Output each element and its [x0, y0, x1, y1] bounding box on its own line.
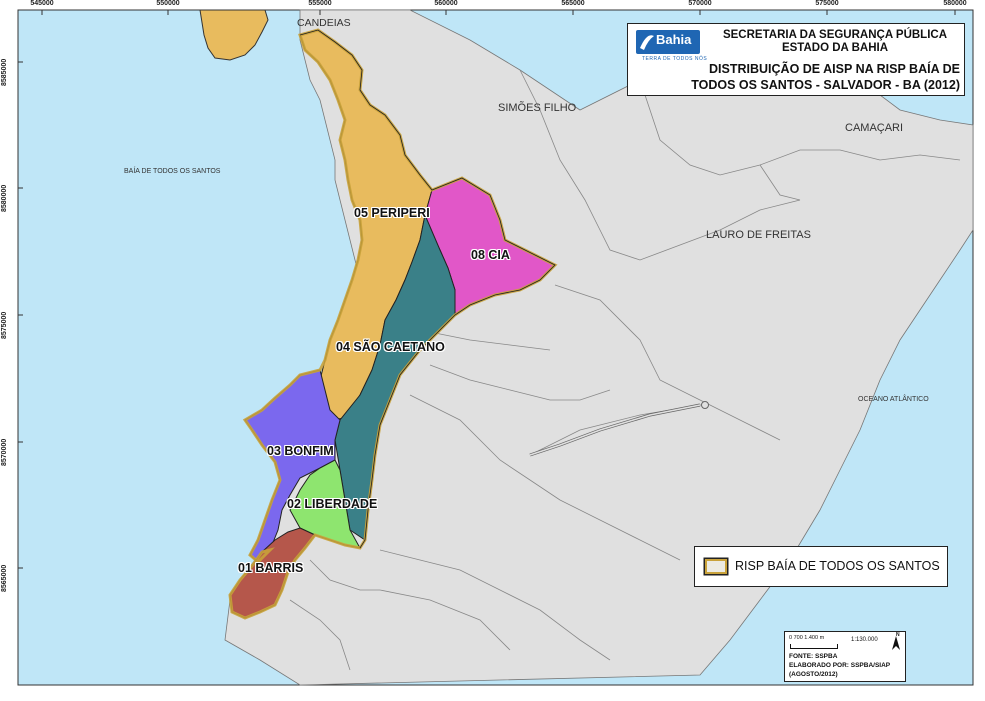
- coord-x-560000: 560000: [434, 0, 458, 7]
- risp-regions: [228, 28, 558, 620]
- aisp-label-03[interactable]: 03 BONFIM: [267, 444, 334, 458]
- aisp-label-04[interactable]: 04 SÃO CAETANO: [336, 340, 445, 354]
- aisp-label-05[interactable]: 05 PERIPERI: [354, 206, 430, 220]
- coord-y-8570000: 8570000: [1, 438, 8, 466]
- legend-label: RISP BAÍA DE TODOS OS SANTOS: [735, 559, 940, 573]
- source-text: FONTE: SSPBA: [789, 653, 838, 660]
- map-title-line1: DISTRIBUIÇÃO DE AISP NA RISP BAÍA DE: [709, 62, 960, 76]
- info-box: 0 700 1.400 m 1:130.000 N FONTE: SSPBA E…: [784, 631, 906, 682]
- coord-y-8565000: 8565000: [1, 564, 8, 592]
- coord-y-8585000: 8585000: [1, 58, 8, 86]
- place-oceano: OCEANO ATLÂNTICO: [858, 396, 929, 403]
- legend-swatch: [705, 559, 727, 574]
- frame-ticks: [18, 10, 956, 569]
- coord-x-545000: 545000: [30, 0, 54, 7]
- aisp-label-02[interactable]: 02 LIBERDADE: [287, 497, 378, 511]
- title-box: Bahia TERRA DE TODOS NÓS SECRETARIA DA S…: [627, 23, 965, 96]
- bahia-logo: Bahia TERRA DE TODOS NÓS: [636, 30, 707, 64]
- aisp-label-08[interactable]: 08 CIA: [471, 248, 510, 262]
- place-simoes-filho: SIMÕES FILHO: [498, 102, 577, 114]
- north-label: N: [896, 632, 900, 638]
- coord-x-555000: 555000: [308, 0, 332, 7]
- coord-y-8575000: 8575000: [1, 311, 8, 339]
- island-north: [199, 9, 269, 61]
- map-title-line2: TODOS OS SANTOS - SALVADOR - BA (2012): [691, 78, 960, 92]
- org-state: ESTADO DA BAHIA: [781, 42, 889, 54]
- org-name: SECRETARIA DA SEGURANÇA PÚBLICA: [722, 29, 948, 41]
- logo-text: Bahia: [656, 32, 692, 47]
- logo-wave-icon: [640, 35, 654, 50]
- logo-subtext: TERRA DE TODOS NÓS: [642, 56, 708, 62]
- place-baia: BAÍA DE TODOS OS SANTOS: [124, 168, 221, 175]
- scale-ratio: 1:130.000: [851, 637, 878, 643]
- logo-icon: Bahia: [636, 30, 700, 54]
- coord-y-8580000: 8580000: [1, 184, 8, 212]
- scale-ticks: 0 700 1.400 m: [789, 635, 825, 641]
- date-text: (AGOSTO/2012): [789, 671, 838, 678]
- place-lauro-de-freitas: LAURO DE FREITAS: [706, 229, 811, 241]
- scale-bar: [790, 644, 838, 649]
- legend: RISP BAÍA DE TODOS OS SANTOS: [694, 546, 948, 587]
- coord-x-575000: 575000: [815, 0, 839, 7]
- author-text: ELABORADO POR: SSPBA/SIAP: [789, 662, 891, 669]
- coord-x-570000: 570000: [688, 0, 712, 7]
- place-camacari: CAMAÇARI: [845, 122, 904, 134]
- north-arrow-icon: [892, 636, 900, 650]
- aisp-label-01[interactable]: 01 BARRIS: [238, 561, 304, 575]
- coord-x-550000: 550000: [156, 0, 180, 7]
- coord-x-580000: 580000: [943, 0, 967, 7]
- place-candeias: CANDEIAS: [297, 17, 351, 29]
- coord-x-565000: 565000: [561, 0, 585, 7]
